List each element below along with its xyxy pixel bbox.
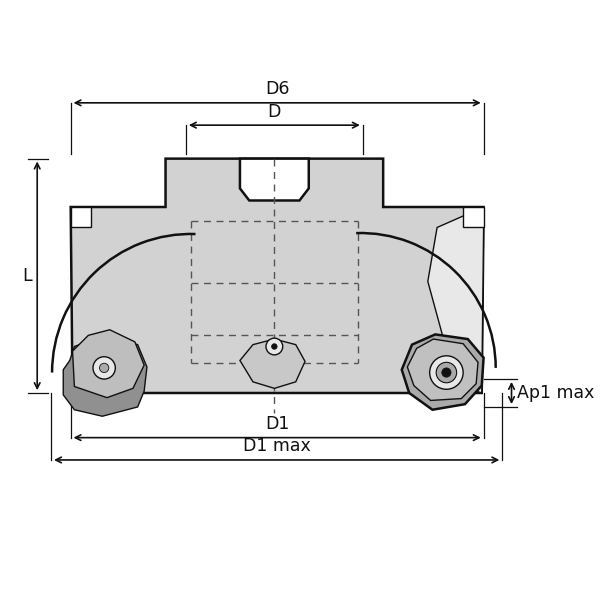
Polygon shape (463, 207, 484, 227)
Polygon shape (407, 339, 478, 400)
Circle shape (266, 338, 283, 355)
Polygon shape (240, 158, 309, 200)
Polygon shape (71, 158, 484, 393)
Polygon shape (402, 334, 484, 410)
Polygon shape (71, 207, 91, 227)
Polygon shape (428, 207, 484, 393)
Circle shape (442, 368, 451, 377)
Text: L: L (22, 267, 32, 285)
Text: D1 max: D1 max (243, 437, 311, 455)
Text: D6: D6 (265, 80, 289, 98)
Circle shape (272, 344, 277, 349)
Circle shape (430, 356, 463, 389)
Circle shape (436, 362, 457, 383)
Text: Ap1 max: Ap1 max (517, 384, 595, 402)
Circle shape (100, 363, 109, 373)
Polygon shape (73, 330, 144, 398)
Circle shape (93, 357, 115, 379)
Polygon shape (63, 335, 147, 416)
Polygon shape (240, 339, 305, 388)
Text: D: D (268, 103, 281, 121)
Text: D1: D1 (265, 415, 289, 433)
